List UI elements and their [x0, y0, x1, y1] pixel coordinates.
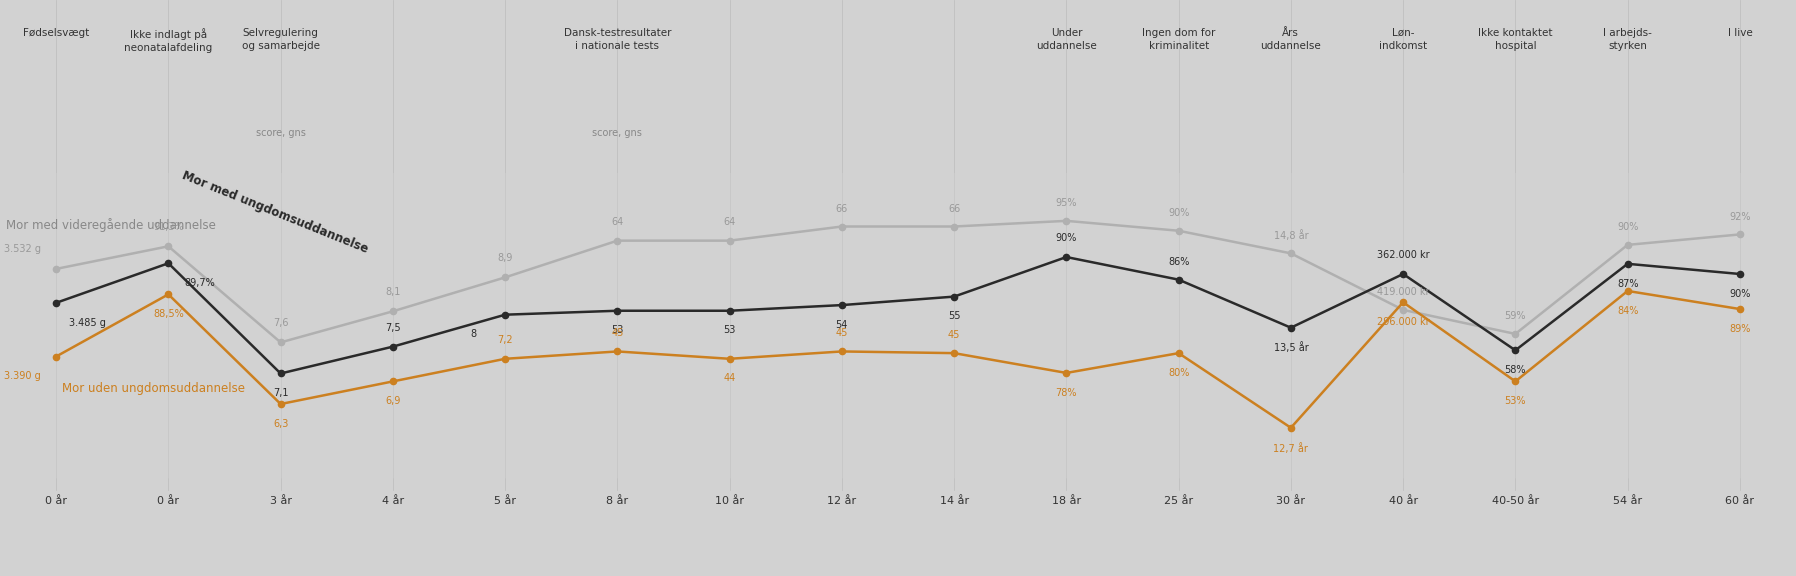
- Text: 8,1: 8,1: [384, 287, 401, 297]
- Text: Løn-
indkomst: Løn- indkomst: [1379, 28, 1428, 51]
- Text: 95%: 95%: [1056, 198, 1078, 209]
- Text: Mor med ungdomsuddannelse: Mor med ungdomsuddannelse: [180, 169, 370, 256]
- Text: 66: 66: [948, 204, 961, 214]
- Text: 80%: 80%: [1167, 368, 1189, 378]
- Text: 88,5%: 88,5%: [153, 309, 183, 319]
- Text: 90%: 90%: [1167, 209, 1189, 218]
- Text: 90%: 90%: [1730, 289, 1751, 299]
- Text: 54: 54: [835, 320, 848, 330]
- Text: 18 år: 18 år: [1052, 496, 1081, 506]
- Text: 89%: 89%: [1730, 324, 1751, 334]
- Text: 0 år: 0 år: [45, 496, 66, 506]
- Text: 7,6: 7,6: [273, 318, 289, 328]
- Text: I arbejds-
styrken: I arbejds- styrken: [1604, 28, 1652, 51]
- Text: Mor uden ungdomsuddannelse: Mor uden ungdomsuddannelse: [61, 382, 244, 395]
- Text: 44: 44: [724, 373, 736, 384]
- Text: 7,1: 7,1: [273, 388, 289, 398]
- Text: 362.000 kr: 362.000 kr: [1378, 251, 1430, 260]
- Text: 90%: 90%: [1056, 233, 1078, 244]
- Text: 12,7 år: 12,7 år: [1273, 444, 1307, 454]
- Text: 64: 64: [724, 217, 736, 227]
- Text: 3.390 g: 3.390 g: [4, 371, 41, 381]
- Text: score, gns: score, gns: [255, 128, 305, 138]
- Text: 87%: 87%: [1616, 279, 1638, 289]
- Text: 53%: 53%: [1505, 396, 1527, 406]
- Text: 59%: 59%: [1505, 312, 1527, 321]
- Text: 3.485 g: 3.485 g: [68, 317, 106, 328]
- Text: 90%: 90%: [1616, 222, 1638, 233]
- Text: Ikke kontaktet
hospital: Ikke kontaktet hospital: [1478, 28, 1552, 51]
- Text: I live: I live: [1728, 28, 1753, 37]
- Text: 92%: 92%: [1730, 212, 1751, 222]
- Text: 40-50 år: 40-50 år: [1492, 496, 1539, 506]
- Text: score, gns: score, gns: [593, 128, 643, 138]
- Text: 8 år: 8 år: [607, 496, 629, 506]
- Text: Års
uddannelse: Års uddannelse: [1261, 28, 1322, 51]
- Text: Ikke indlagt på
neonatalafdeling: Ikke indlagt på neonatalafdeling: [124, 28, 212, 53]
- Text: Fødselsvægt: Fødselsvægt: [23, 28, 90, 37]
- Text: 40 år: 40 år: [1388, 496, 1417, 506]
- Text: 419.000 kr: 419.000 kr: [1378, 287, 1430, 297]
- Text: 55: 55: [948, 311, 961, 321]
- Text: 14,8 år: 14,8 år: [1273, 230, 1307, 241]
- Text: Mor med videregående uddannelse: Mor med videregående uddannelse: [5, 218, 216, 232]
- Text: 58%: 58%: [1505, 365, 1527, 375]
- Text: 60 år: 60 år: [1726, 496, 1755, 506]
- Text: 45: 45: [835, 328, 848, 338]
- Text: 8,9: 8,9: [497, 253, 514, 263]
- Text: 78%: 78%: [1056, 388, 1078, 397]
- Text: 3 år: 3 år: [269, 496, 291, 506]
- Text: 66: 66: [835, 204, 848, 214]
- Text: Under
uddannelse: Under uddannelse: [1036, 28, 1097, 51]
- Text: 13,5 år: 13,5 år: [1273, 342, 1307, 353]
- Text: 7,2: 7,2: [497, 335, 514, 345]
- Text: 296.000 kr: 296.000 kr: [1378, 317, 1430, 327]
- Text: 53: 53: [611, 325, 623, 335]
- Text: 7,5: 7,5: [384, 323, 401, 333]
- Text: 3.532 g: 3.532 g: [4, 244, 41, 254]
- Text: 89,7%: 89,7%: [185, 278, 216, 288]
- Text: 45: 45: [611, 328, 623, 338]
- Text: 45: 45: [948, 329, 961, 340]
- Text: 91,3%: 91,3%: [153, 222, 183, 232]
- Text: 6,3: 6,3: [273, 419, 289, 429]
- Text: 64: 64: [611, 217, 623, 227]
- Text: 4 år: 4 år: [383, 496, 404, 506]
- Text: 5 år: 5 år: [494, 496, 515, 506]
- Text: 54 år: 54 år: [1613, 496, 1642, 506]
- Text: 8: 8: [471, 329, 476, 339]
- Text: Selvregulering
og samarbejde: Selvregulering og samarbejde: [242, 28, 320, 51]
- Text: 84%: 84%: [1616, 306, 1638, 316]
- Text: 0 år: 0 år: [158, 496, 180, 506]
- Text: 10 år: 10 år: [715, 496, 744, 506]
- Text: 12 år: 12 år: [828, 496, 857, 506]
- Text: 86%: 86%: [1167, 257, 1189, 267]
- Text: Dansk-testresultater
i nationale tests: Dansk-testresultater i nationale tests: [564, 28, 672, 51]
- Text: 53: 53: [724, 325, 736, 335]
- Text: Ingen dom for
kriminalitet: Ingen dom for kriminalitet: [1142, 28, 1216, 51]
- Text: 30 år: 30 år: [1277, 496, 1306, 506]
- Text: 14 år: 14 år: [939, 496, 968, 506]
- Text: 25 år: 25 år: [1164, 496, 1193, 506]
- Text: 6,9: 6,9: [384, 396, 401, 406]
